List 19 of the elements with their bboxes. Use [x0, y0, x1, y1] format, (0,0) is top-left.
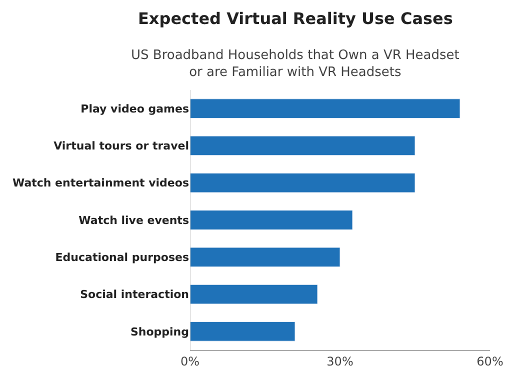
y-tick-label: Play video games — [80, 102, 190, 116]
bar — [190, 172, 416, 193]
bar — [190, 284, 318, 304]
bar — [190, 322, 296, 342]
y-tick-label: Virtual tours or travel — [54, 140, 189, 153]
chart-subtitle: US Broadband Households that Own a VR Headset or are Familiar with VR Headsets — [131, 48, 460, 80]
bar — [190, 247, 340, 268]
chart-title: Expected Virtual Reality Use Cases — [138, 9, 453, 28]
x-tick-label: 0% — [180, 354, 200, 368]
bar — [190, 136, 416, 156]
bar — [190, 98, 460, 118]
x-tick-label: 30% — [326, 354, 354, 368]
x-tick-label: 60% — [476, 354, 504, 368]
y-tick-label: Educational purposes — [55, 250, 190, 264]
y-tick-label: Social interaction — [80, 288, 189, 302]
bar — [190, 210, 353, 230]
y-tick-label: Watch entertainment videos — [12, 176, 190, 190]
y-tick-label: Shopping — [130, 325, 189, 338]
y-tick-label: Watch live events — [78, 214, 190, 227]
